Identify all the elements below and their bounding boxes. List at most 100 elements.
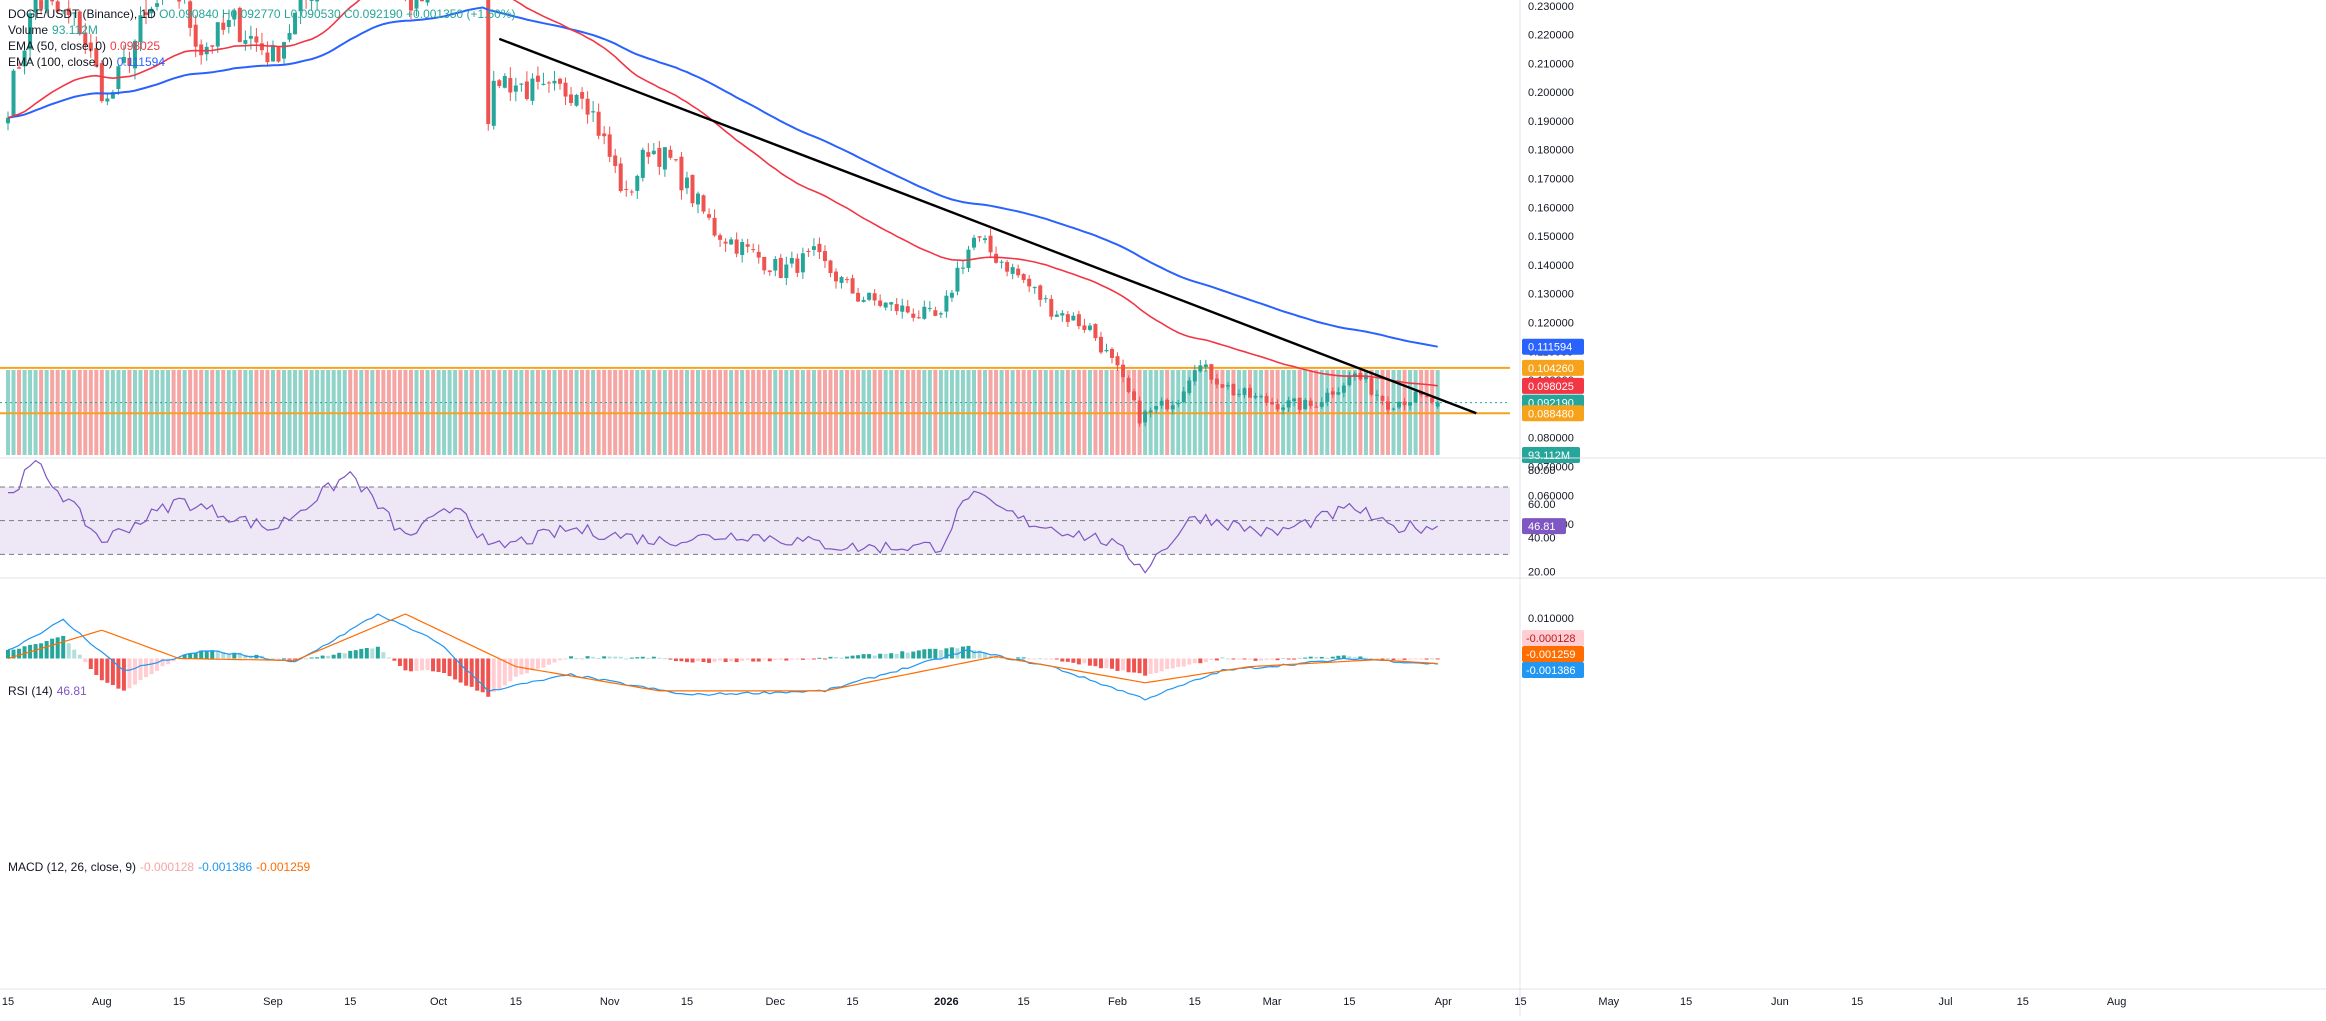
candle-body [1369,378,1373,395]
candle-body [315,0,319,1]
candle-body [1011,267,1015,274]
candle-body [1242,388,1246,395]
candle-body [1237,394,1241,395]
candle-body [1165,400,1169,409]
candle-body [646,152,650,157]
price-axis-tick-label: 0.170000 [1528,174,1574,186]
candle-body [679,157,683,191]
candle-body [1408,402,1412,405]
macd-histogram-bar [1187,658,1191,664]
candle-body [900,306,904,312]
candle-body [177,0,181,2]
macd-label[interactable]: MACD (12, 26, close, 9) [8,860,136,874]
macd-histogram-bar [663,658,667,659]
macd-histogram-bar [1171,658,1175,668]
candle-body [955,268,959,292]
macd-histogram-bar [867,654,871,658]
macd-histogram-bar [1430,658,1434,659]
price-label-text: 0.111594 [1528,342,1572,354]
macd-histogram-bar [779,658,783,659]
symbol-label[interactable]: DOGE/USDT (Binance), 1D [8,7,156,21]
macd-histogram-bar [453,658,457,679]
macd-histogram-bar [806,658,810,659]
macd-histogram-bar [1176,658,1180,667]
candle-body [1044,298,1048,299]
candle-body [597,112,601,136]
macd-histogram-bar [1331,657,1335,659]
rsi-label[interactable]: RSI (14) [8,684,53,698]
macd-histogram-bar [387,657,391,658]
macd-histogram-bar [89,658,93,669]
macd-histogram-bar [1320,657,1324,659]
macd-histogram-bar [1154,658,1158,673]
candle-body [1220,384,1224,387]
volume-label[interactable]: Volume [8,23,48,37]
candle-body [1049,299,1053,317]
candle-body [1281,408,1285,410]
candle-body [994,254,998,263]
macd-histogram-bar [823,658,827,659]
candle-body [746,244,750,246]
ema100-label[interactable]: EMA (100, close, 0) [8,55,113,69]
macd-histogram-bar [1414,658,1418,659]
rsi-value: 46.81 [57,684,87,698]
candle-body [817,244,821,252]
candle-body [1386,401,1390,409]
candle-body [1287,400,1291,407]
candle-body [1060,313,1064,315]
macd-axis-tick-label: 0.010000 [1528,613,1574,625]
candle-body [895,304,899,311]
price-axis-tick-label: 0.210000 [1528,58,1574,70]
macd-histogram-bar [1149,658,1153,673]
candle-body [1204,364,1208,367]
candle-body [1187,380,1191,392]
candle-body [1099,337,1103,353]
macd-histogram-bar [326,656,330,659]
macd-histogram-bar [1055,658,1059,659]
macd-histogram-bar [332,655,336,659]
time-axis-tick-label: Feb [1108,996,1127,1008]
macd-histogram-bar [646,658,650,659]
candle-body [497,80,501,86]
candle-body [779,258,783,278]
candle-body [1226,385,1230,386]
price-axis-tick-label: 0.140000 [1528,260,1574,272]
candle-body [983,238,987,240]
macd-histogram-bar [933,649,937,659]
ema50-label[interactable]: EMA (50, close, 0) [8,39,106,53]
candle-body [613,155,617,165]
macd-histogram-bar [1325,658,1329,659]
price-label-text: 0.104260 [1528,363,1574,375]
macd-histogram-bar [652,657,656,659]
candle-body [1149,411,1153,413]
volume-value: 93.112M [52,23,98,37]
macd-histogram-bar [1259,658,1263,660]
macd-histogram-bar [1204,658,1208,662]
macd-label-text: -0.001386 [1526,665,1576,677]
macd-histogram-bar [1303,658,1307,659]
macd-histogram-bar [376,647,380,659]
macd-histogram-bar [1215,658,1219,660]
candle-body [768,270,772,271]
macd-histogram-bar [751,658,755,661]
candle-body [1088,326,1092,330]
macd-histogram-bar [150,658,154,674]
candle-body [972,238,976,248]
macd-histogram-bar [359,649,363,659]
candle-body [685,178,689,189]
candle-body [690,175,694,203]
candle-body [1016,269,1020,276]
macd-value: -0.001386 [198,860,252,874]
macd-histogram-bar [1066,658,1070,661]
candle-body [1066,314,1070,322]
time-axis-tick-label: Sep [263,996,283,1008]
candle-body [1143,411,1147,422]
macd-histogram-bar [464,658,468,685]
macd-histogram-bar [668,658,672,659]
candle-body [851,278,855,293]
candle-body [508,78,512,93]
rsi-axis-tick-label: 80.00 [1528,465,1556,477]
candle-body [1298,398,1302,410]
